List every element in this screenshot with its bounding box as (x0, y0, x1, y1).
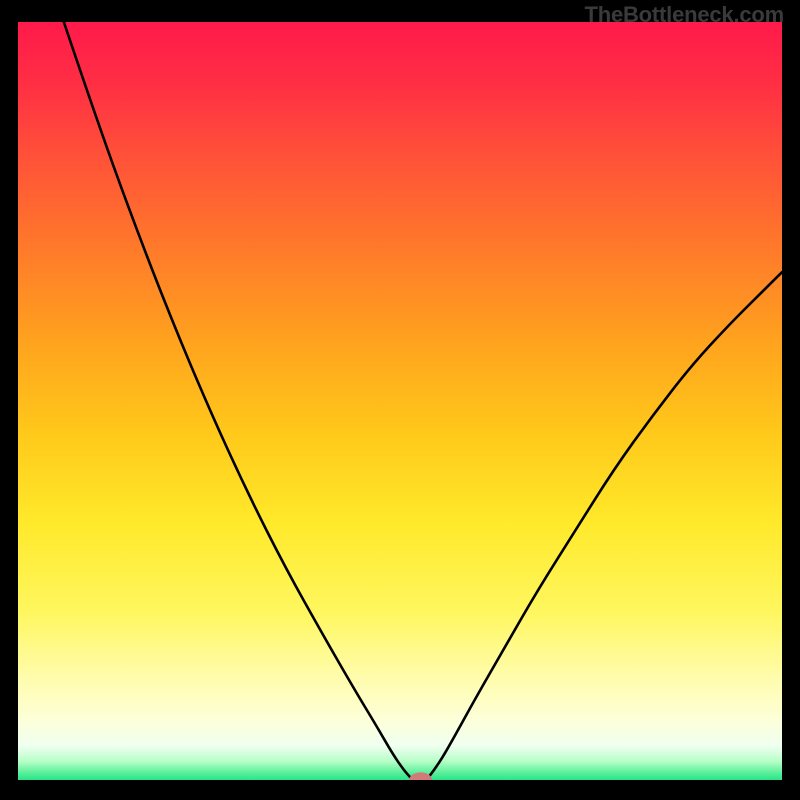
bottleneck-curve-left (64, 22, 411, 778)
bottleneck-curve-right (428, 272, 782, 778)
watermark-text: TheBottleneck.com (584, 2, 784, 28)
plot-area (18, 22, 782, 780)
chart-container: { "chart": { "type": "line", "canvas": {… (0, 0, 800, 800)
optimal-point-marker (409, 772, 432, 780)
curve-layer (18, 22, 782, 780)
